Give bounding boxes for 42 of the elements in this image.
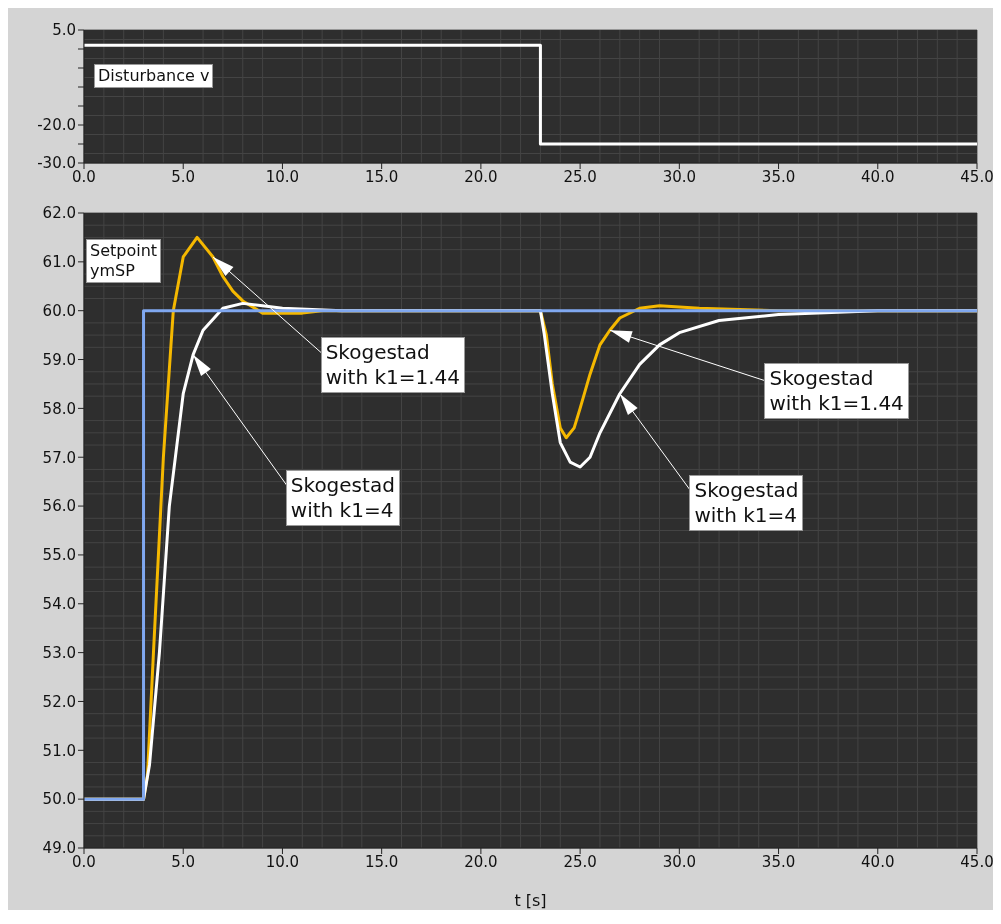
x-tick-label: 20.0 bbox=[464, 167, 498, 186]
y-tick-label: 59.0 bbox=[42, 350, 76, 369]
y-tick-label: 58.0 bbox=[42, 399, 76, 418]
series-label: Disturbance v bbox=[94, 64, 214, 88]
x-tick-label: 0.0 bbox=[72, 167, 96, 186]
x-tick-label: 5.0 bbox=[171, 852, 196, 871]
annotation: Skogestad with k1=4 bbox=[689, 475, 804, 532]
x-tick-label: 10.0 bbox=[265, 167, 300, 186]
x-tick-label: 0.0 bbox=[72, 852, 96, 871]
x-tick-label: 20.0 bbox=[464, 852, 498, 871]
annotation: Skogestad with k1=1.44 bbox=[764, 363, 909, 420]
y-tick-label: 50.0 bbox=[42, 790, 76, 809]
x-axis-title: t [s] bbox=[514, 891, 547, 910]
y-tick-label: 56.0 bbox=[42, 497, 76, 516]
y-tick-label: 62.0 bbox=[42, 204, 76, 223]
x-tick-label: 25.0 bbox=[563, 167, 597, 186]
x-tick-label: 40.0 bbox=[861, 852, 895, 871]
x-tick-label: 25.0 bbox=[563, 852, 597, 871]
x-tick-label: 10.0 bbox=[265, 852, 300, 871]
y-tick-label: 51.0 bbox=[42, 741, 76, 760]
x-tick-label: 40.0 bbox=[861, 167, 895, 186]
x-tick-label: 35.0 bbox=[761, 167, 796, 186]
x-tick-label: 45.0 bbox=[960, 852, 994, 871]
annotation: Skogestad with k1=4 bbox=[285, 470, 400, 527]
x-tick-label: 30.0 bbox=[662, 852, 697, 871]
x-tick-label: 5.0 bbox=[171, 167, 196, 186]
series-label: Setpoint ymSP bbox=[86, 239, 162, 283]
y-tick-label: -20.0 bbox=[37, 116, 76, 135]
x-tick-label: 45.0 bbox=[960, 167, 994, 186]
y-tick-label: 60.0 bbox=[42, 302, 76, 321]
y-tick-label: 52.0 bbox=[42, 692, 76, 711]
y-tick-label: 53.0 bbox=[42, 643, 76, 662]
x-tick-label: 15.0 bbox=[364, 167, 399, 186]
x-tick-label: 15.0 bbox=[364, 852, 399, 871]
annotation: Skogestad with k1=1.44 bbox=[320, 336, 466, 393]
y-tick-label: 55.0 bbox=[42, 546, 76, 565]
x-tick-label: 35.0 bbox=[761, 852, 796, 871]
y-tick-label: 54.0 bbox=[42, 595, 76, 614]
y-tick-label: 57.0 bbox=[42, 448, 76, 467]
y-tick-label: 61.0 bbox=[42, 253, 76, 272]
x-tick-label: 30.0 bbox=[662, 167, 697, 186]
y-tick-label: 5.0 bbox=[52, 21, 76, 40]
